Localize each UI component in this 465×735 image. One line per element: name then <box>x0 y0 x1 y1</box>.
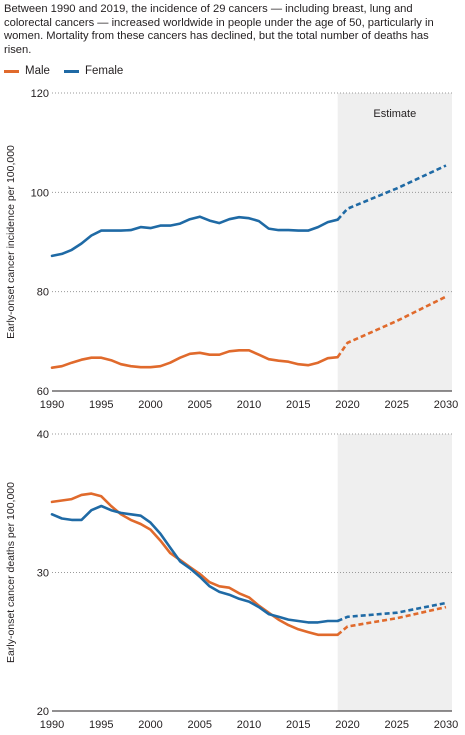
incidence-male-estimate-line <box>336 295 447 358</box>
legend-swatch-male <box>4 69 19 73</box>
deaths-female-observed-line <box>50 504 339 624</box>
incidence-y-tick-label: 120 <box>31 88 49 100</box>
legend-label-female: Female <box>84 65 124 77</box>
legend-item-female: Female <box>63 65 124 77</box>
incidence-male-observed-line <box>50 348 339 370</box>
incidence-x-tick-label: 1995 <box>89 399 113 411</box>
deaths-x-tick-label: 1995 <box>89 719 113 731</box>
incidence-estimate-label: Estimate <box>373 108 416 120</box>
incidence-x-tick-label: 2005 <box>188 399 212 411</box>
incidence-x-tick-label: 2010 <box>237 399 261 411</box>
deaths-y-tick-label: 20 <box>37 706 49 718</box>
deaths-x-tick-label: 2020 <box>335 719 359 731</box>
incidence-x-tick-label: 1990 <box>40 399 64 411</box>
incidence-female-observed-line <box>50 215 339 258</box>
deaths-y-tick-label: 40 <box>37 429 49 441</box>
legend-swatch-female <box>63 69 79 73</box>
incidence-x-tick-label: 2025 <box>385 399 409 411</box>
deaths-x-tick-label: 2010 <box>237 719 261 731</box>
incidence-x-tick-label: 2030 <box>434 399 458 411</box>
intro-text: Between 1990 and 2019, the incidence of … <box>4 3 434 56</box>
incidence-female-estimate-line <box>336 164 447 221</box>
deaths-male-observed-line <box>50 492 339 637</box>
legend: Male Female <box>4 63 137 79</box>
deaths-x-tick-label: 2015 <box>286 719 310 731</box>
deaths-female-estimate-line <box>337 601 447 623</box>
deaths-male-estimate-line <box>336 605 447 636</box>
incidence-x-tick-label: 2015 <box>286 399 310 411</box>
incidence-chart: Estimate 60 80 100 120 1990 1995 2000 2005 2010 20… <box>5 88 458 411</box>
deaths-x-tick-label: 2005 <box>188 719 212 731</box>
deaths-y-tick-label: 30 <box>37 568 49 580</box>
deaths-x-tick-label: 1990 <box>40 719 64 731</box>
deaths-x-tick-label: 2000 <box>138 719 162 731</box>
legend-label-male: Male <box>25 65 50 77</box>
incidence-y-axis-label: Early-onset cancer incidence per 100,000 <box>5 145 17 339</box>
incidence-y-tick-label: 60 <box>37 386 49 398</box>
deaths-x-tick-label: 2030 <box>434 719 458 731</box>
legend-item-male: Male <box>4 65 50 77</box>
incidence-x-tick-label: 2020 <box>335 399 359 411</box>
incidence-y-tick-label: 100 <box>31 187 49 199</box>
deaths-y-axis-label: Early-onset cancer deaths per 100,000 <box>5 482 17 663</box>
incidence-y-tick-label: 80 <box>37 287 49 299</box>
incidence-estimate-region <box>337 93 452 391</box>
incidence-x-tick-label: 2000 <box>138 399 162 411</box>
deaths-x-tick-label: 2025 <box>385 719 409 731</box>
